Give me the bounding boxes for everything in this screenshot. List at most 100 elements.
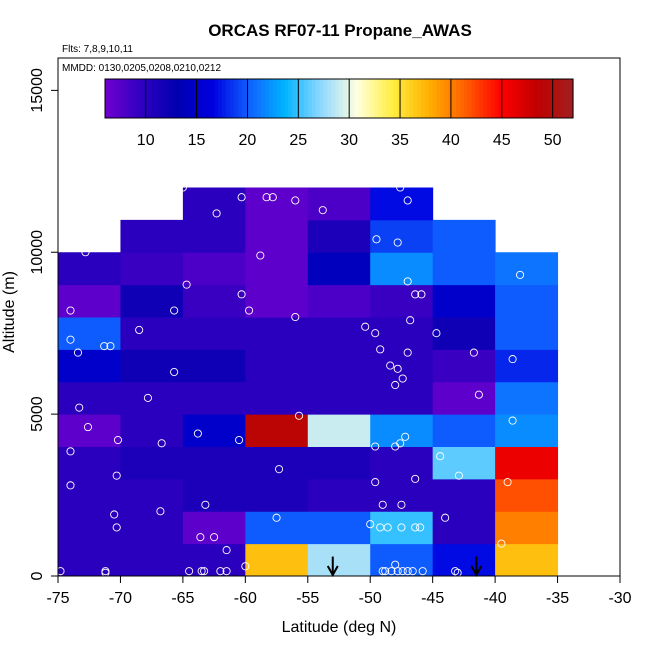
sample-point — [391, 380, 400, 390]
colorbar-segment — [268, 79, 274, 118]
colorbar-segment — [210, 79, 215, 118]
sample-point — [372, 235, 381, 244]
heatmap-cell — [58, 381, 121, 415]
sample-point — [212, 209, 221, 218]
heatmap-cell — [245, 284, 309, 318]
colorbar: 10 15 20 25 30 35 40 45 50 — [104, 78, 574, 149]
sample-point — [185, 567, 194, 576]
colorbar-frame — [104, 78, 574, 119]
heatmap-cell — [120, 446, 184, 480]
heatmap-cell — [432, 219, 496, 253]
sample-point — [200, 567, 209, 576]
sample-point — [216, 567, 225, 576]
sample-point — [441, 513, 450, 522]
sample-point — [73, 348, 83, 357]
colorbar-segment — [506, 79, 512, 118]
heatmap-cell — [182, 349, 246, 383]
sample-point — [235, 435, 244, 445]
heatmap-cell — [58, 252, 121, 286]
heatmap-cell — [245, 414, 309, 447]
colorbar-segment — [179, 79, 184, 118]
colorbar-segment — [288, 79, 293, 118]
sample-point — [245, 306, 254, 315]
sample-point — [318, 206, 327, 215]
colorbar-segment — [420, 79, 426, 118]
heatmap-cell — [432, 381, 496, 415]
heatmap-cell — [432, 478, 496, 512]
colorbar-segment — [475, 79, 480, 118]
heatmap-cell — [245, 349, 309, 383]
sample-point — [66, 447, 75, 456]
sample-point — [366, 520, 375, 529]
colorbar-segment — [495, 79, 500, 118]
colorbar-segment — [276, 79, 282, 118]
sample-point — [406, 316, 415, 325]
sample-point — [361, 322, 370, 331]
heatmap-cell — [370, 349, 434, 383]
sample-point — [81, 248, 90, 257]
marker-arrows — [326, 556, 483, 578]
sample-point — [401, 432, 410, 441]
sample-point — [393, 238, 402, 247]
heatmap-cell — [245, 446, 309, 480]
sample-point — [182, 280, 191, 289]
colorbar-segment — [319, 79, 324, 118]
colorbar-segment — [471, 79, 477, 118]
colorbar-segment — [323, 79, 328, 118]
sample-point — [403, 196, 412, 205]
heatmap-cell — [245, 187, 309, 221]
colorbar-segment — [440, 79, 445, 118]
colorbar-segment — [491, 79, 496, 118]
colorbar-tick-label: 45 — [493, 132, 511, 149]
sample-point — [469, 348, 478, 357]
colorbar-segment — [362, 79, 367, 118]
heatmap-cell — [182, 543, 246, 577]
x-tick-label: -45 — [421, 590, 444, 607]
arrow-head — [326, 565, 339, 578]
colorbar-segment — [561, 79, 566, 118]
colorbar-segment — [105, 79, 110, 118]
sample-point — [386, 361, 395, 370]
colorbar-segment — [366, 79, 371, 118]
colorbar-segment — [456, 79, 461, 118]
heatmap-cell — [495, 414, 559, 447]
sample-point — [201, 500, 210, 509]
colorbar-segment — [198, 79, 204, 118]
y-axis-label: Altitude (m) — [1, 271, 18, 353]
heatmap-cell — [432, 414, 496, 447]
colorbar-segment — [225, 79, 231, 118]
colorbar-tick-label: 35 — [391, 132, 409, 149]
sample-point — [383, 523, 392, 532]
sample-point — [237, 290, 246, 299]
heatmap-cell — [370, 252, 434, 286]
sample-point — [106, 342, 115, 351]
sample-point — [436, 452, 445, 461]
colorbar-segment — [218, 79, 223, 118]
colorbar-segment — [186, 79, 192, 118]
colorbar-segment — [498, 79, 504, 118]
heatmap-cell — [370, 381, 434, 415]
heatmap-cell — [307, 478, 371, 512]
colorbar-segment — [241, 79, 246, 118]
sample-point — [454, 471, 463, 480]
sample-point — [516, 270, 525, 279]
dates-note: MMDD: 0130,0205,0208,0210,0212 — [62, 63, 221, 74]
colorbar-segment — [280, 79, 285, 118]
colorbar-segment — [175, 79, 180, 118]
heatmap-cell — [495, 252, 559, 286]
colorbar-segment — [436, 79, 441, 118]
heatmap-cell — [182, 381, 246, 415]
colorbar-segment — [389, 79, 395, 118]
heatmap-cell — [307, 252, 371, 286]
colorbar-segment — [541, 79, 547, 118]
heatmap-cell — [245, 219, 309, 253]
heatmap-cell — [307, 317, 371, 350]
x-tick-label: -75 — [46, 590, 69, 607]
colorbar-segment — [405, 79, 410, 118]
colorbar-tick-label: 20 — [239, 132, 257, 149]
sample-point — [268, 193, 277, 202]
colorbar-segment — [108, 79, 114, 118]
heatmap-cell — [307, 543, 371, 577]
sample-point — [371, 442, 380, 451]
colorbar-segment — [385, 79, 391, 118]
